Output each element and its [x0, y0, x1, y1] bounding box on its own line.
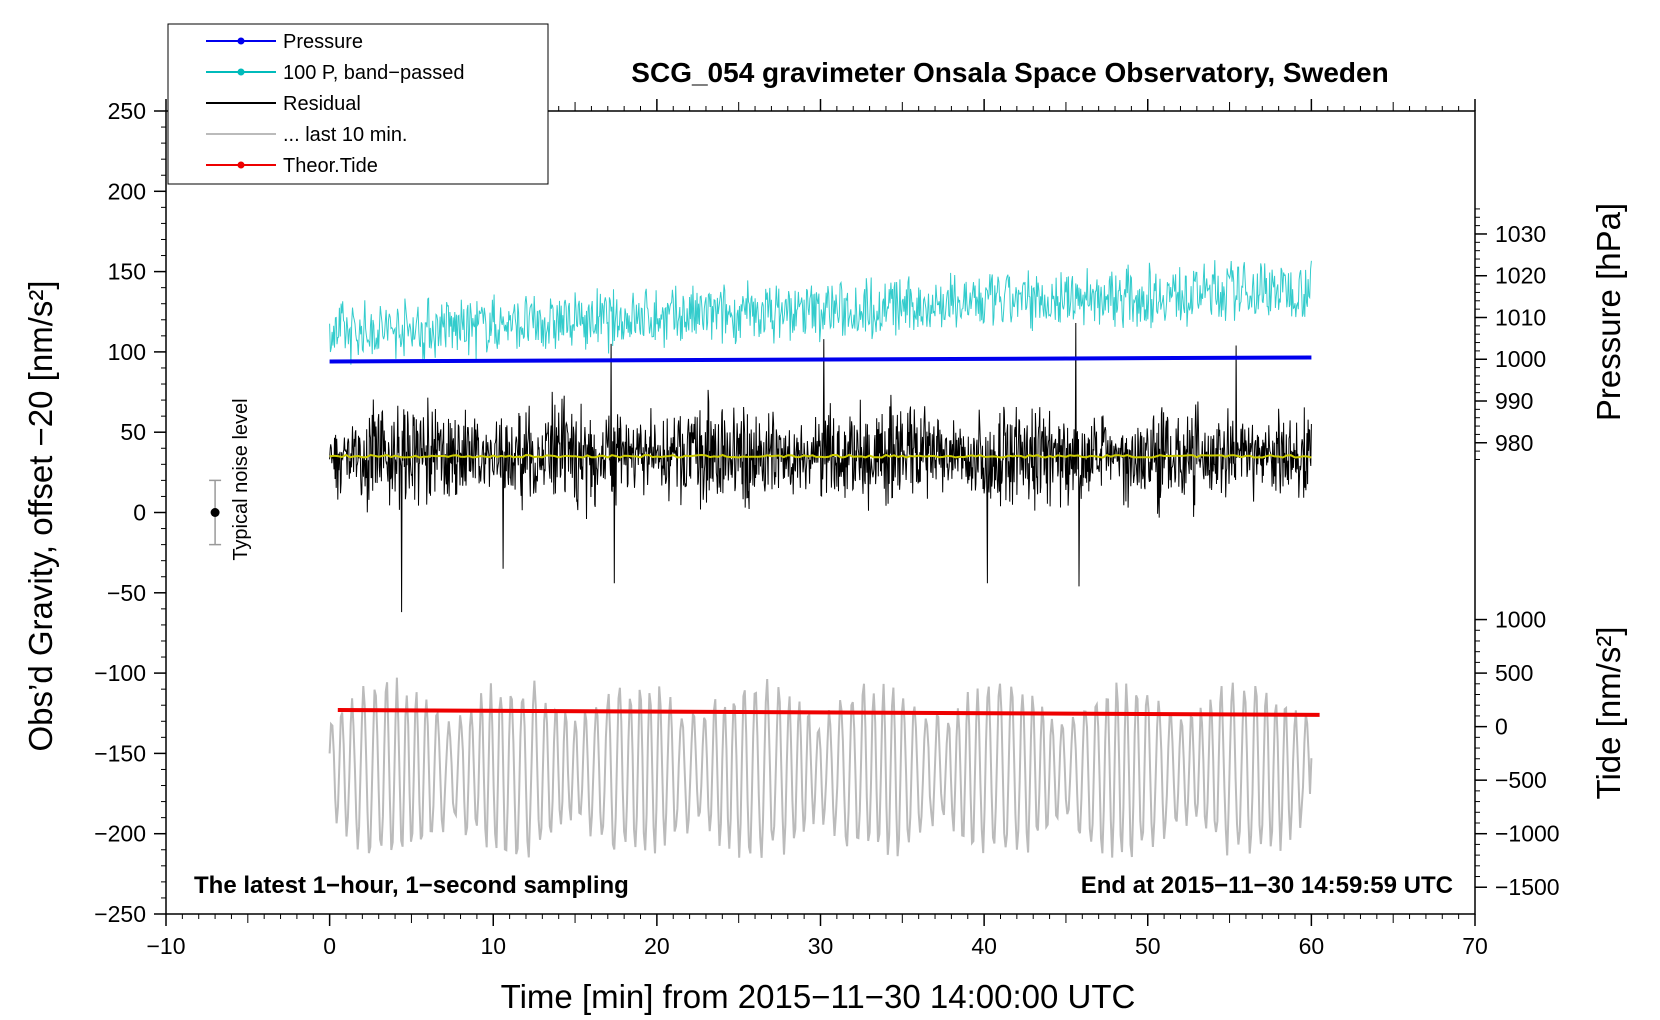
- y-left-tick-label: 100: [108, 339, 146, 365]
- legend-label: Pressure: [283, 31, 363, 53]
- y-axis-tide-title: Tide [nm/s²]: [1590, 627, 1627, 800]
- y-tide-tick-label: −1000: [1495, 821, 1560, 847]
- y-pressure-tick-label: 1000: [1495, 346, 1546, 372]
- annotation-end-time: End at 2015−11−30 14:59:59 UTC: [1081, 872, 1453, 899]
- legend-label: 100 P, band−passed: [283, 62, 464, 84]
- y-tide-tick-label: 1000: [1495, 607, 1546, 633]
- series-filtered-residual: [329, 453, 1312, 459]
- y-tide-tick-label: −500: [1495, 767, 1547, 793]
- x-tick-label: 0: [323, 933, 336, 959]
- y-pressure-tick-label: 1010: [1495, 304, 1546, 330]
- y-left-tick-label: 50: [120, 419, 146, 445]
- y-pressure-tick-label: 1030: [1495, 221, 1546, 247]
- y-left-tick-label: 150: [108, 259, 146, 285]
- y-left-tick-label: −100: [94, 660, 146, 686]
- noise-level-label: Typical noise level: [230, 398, 252, 560]
- legend-marker: [237, 37, 245, 45]
- series-last-10-min: [328, 677, 1313, 858]
- x-tick-label: 40: [971, 933, 997, 959]
- legend-label: ... last 10 min.: [283, 124, 408, 146]
- series-residual: [329, 322, 1312, 613]
- y-tide-tick-label: 500: [1495, 660, 1533, 686]
- y-left-tick-label: −250: [94, 901, 146, 927]
- y-left-tick-label: 250: [108, 98, 146, 124]
- series-pressure-band-passed: [329, 260, 1312, 365]
- noise-level-point: [210, 508, 220, 517]
- x-axis-title: Time [min] from 2015−11−30 14:00:00 UTC: [501, 978, 1136, 1015]
- y-left-tick-label: −50: [107, 580, 146, 606]
- x-tick-label: 10: [480, 933, 506, 959]
- legend-marker: [237, 68, 245, 76]
- x-tick-label: 60: [1299, 933, 1325, 959]
- y-axis-left-title: Obs’d Gravity, offset −20 [nm/s²]: [22, 280, 59, 751]
- x-tick-label: 70: [1462, 933, 1488, 959]
- y-left-tick-label: 200: [108, 178, 146, 204]
- y-left-tick-label: 0: [133, 500, 146, 526]
- y-axis-pressure-title: Pressure [hPa]: [1590, 203, 1627, 421]
- y-pressure-tick-label: 990: [1495, 388, 1533, 414]
- x-tick-label: −10: [146, 933, 185, 959]
- y-tide-tick-label: −1500: [1495, 874, 1560, 900]
- chart-title: SCG_054 gravimeter Onsala Space Observat…: [631, 57, 1388, 88]
- legend-marker: [237, 161, 245, 169]
- y-left-tick-label: −150: [94, 740, 146, 766]
- legend-label: Theor.Tide: [283, 155, 378, 177]
- x-tick-label: 30: [808, 933, 834, 959]
- series-pressure: [329, 355, 1312, 364]
- y-pressure-tick-label: 1020: [1495, 263, 1546, 289]
- x-tick-label: 20: [644, 933, 670, 959]
- series-theor-tide: [337, 708, 1320, 717]
- x-tick-label: 50: [1135, 933, 1161, 959]
- legend-label: Residual: [283, 93, 361, 115]
- annotation-sampling: The latest 1−hour, 1−second sampling: [194, 872, 629, 899]
- y-pressure-tick-label: 980: [1495, 430, 1533, 456]
- y-tide-tick-label: 0: [1495, 714, 1508, 740]
- y-left-tick-label: −200: [94, 821, 146, 847]
